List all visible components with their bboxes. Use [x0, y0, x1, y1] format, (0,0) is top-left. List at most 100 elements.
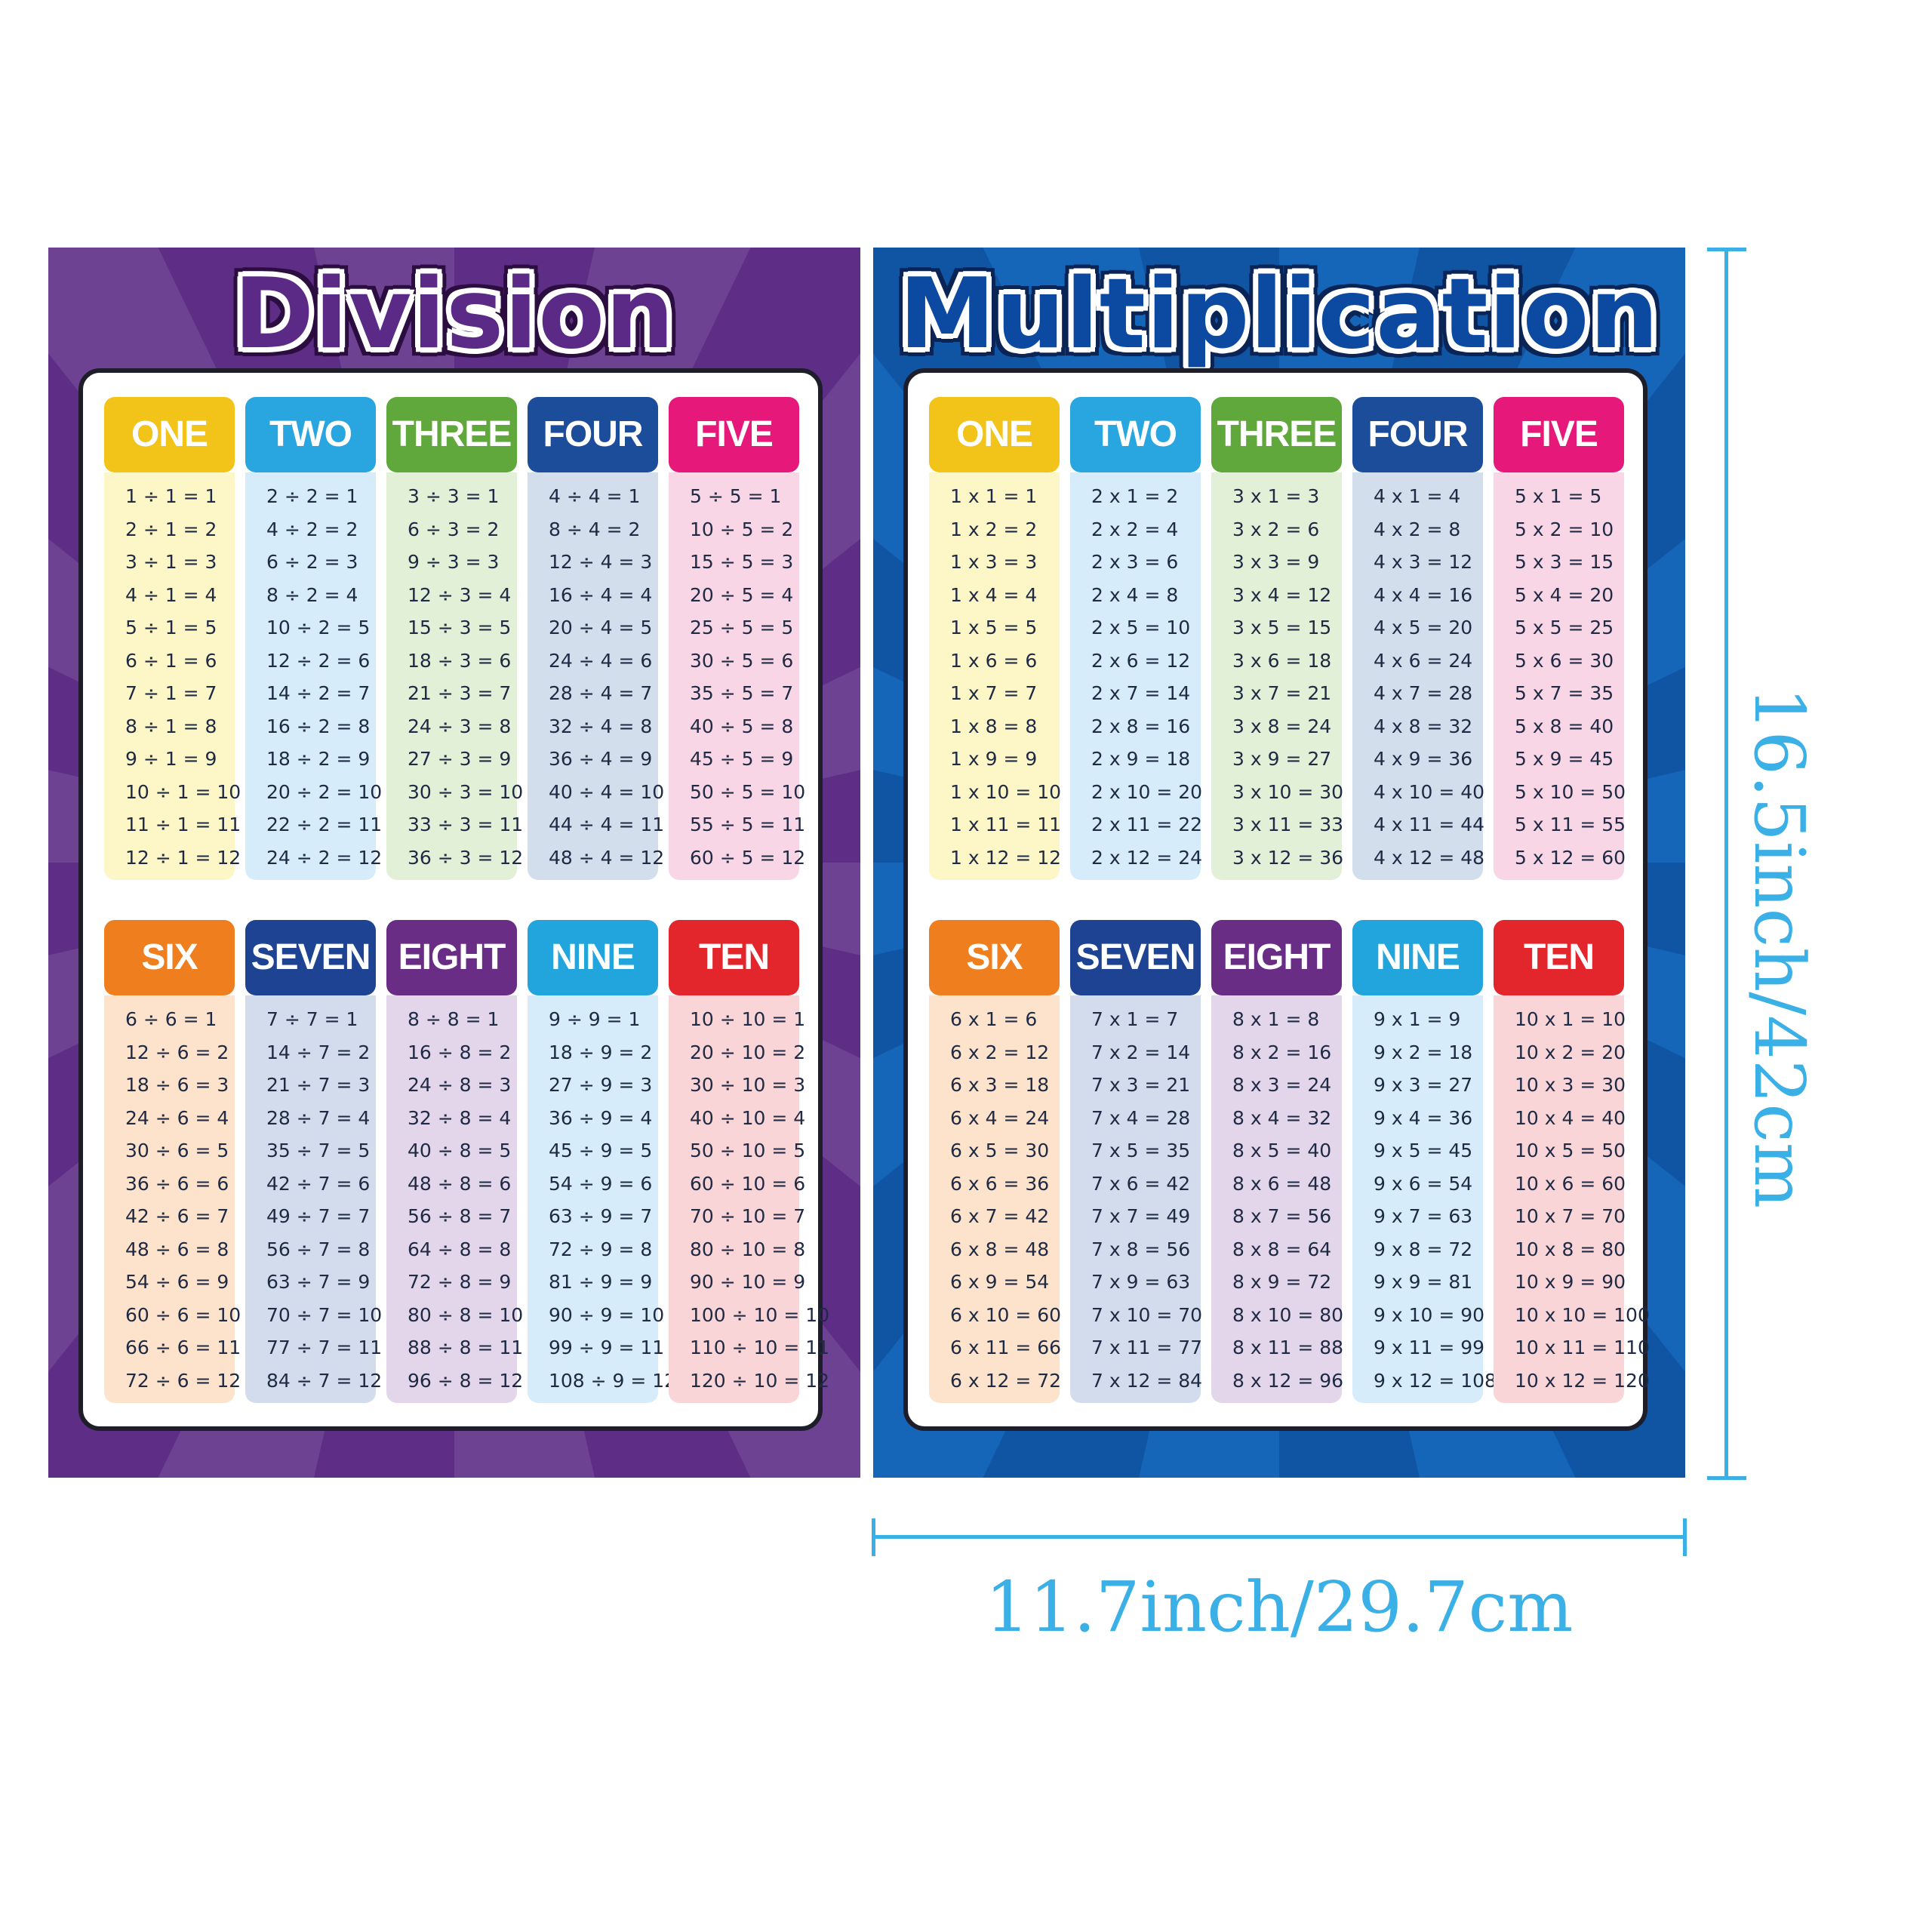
fact-row: 3 x 2 = 6	[1232, 518, 1320, 540]
column-body: 3 ÷ 3 = 1 6 ÷ 3 = 2 9 ÷ 3 = 3 12 ÷ 3 = 4 15 …	[386, 472, 524, 880]
fact-row: 72 ÷ 6 = 12	[125, 1369, 242, 1392]
fact-row: 30 ÷ 10 = 3	[690, 1074, 806, 1096]
column-body: 2 x 1 = 2 2 x 2 = 4 2 x 3 = 6 2 x 4 = 8 2 x …	[1070, 472, 1203, 880]
fact-row: 1 x 8 = 8	[950, 715, 1038, 737]
fact-row: 44 ÷ 4 = 11	[549, 814, 665, 835]
fact-row: 4 x 11 = 44	[1374, 814, 1485, 835]
fact-row: 7 x 7 = 49	[1091, 1205, 1191, 1227]
fact-row: 100 ÷ 10 = 10	[690, 1303, 830, 1326]
fact-row: 60 ÷ 6 = 10	[125, 1303, 242, 1326]
fact-row: 32 ÷ 8 = 4	[408, 1106, 512, 1129]
fact-row: 18 ÷ 9 = 2	[549, 1041, 653, 1063]
fact-row: 24 ÷ 2 = 12	[266, 846, 383, 869]
fact-row: 8 x 2 = 16	[1232, 1041, 1332, 1063]
fact-row: 60 ÷ 10 = 6	[690, 1172, 806, 1195]
fact-row: 20 ÷ 4 = 5	[549, 617, 653, 638]
fact-row: 15 ÷ 5 = 3	[690, 551, 794, 573]
column-body: 4 ÷ 4 = 1 8 ÷ 4 = 2 12 ÷ 4 = 3 16 ÷ 4 = 4 20…	[528, 472, 665, 880]
fact-row: 6 ÷ 1 = 6	[125, 649, 217, 672]
fact-row: 4 x 5 = 20	[1374, 617, 1473, 638]
fact-row: 8 x 8 = 64	[1232, 1238, 1332, 1260]
fact-row: 5 x 6 = 30	[1515, 649, 1614, 672]
fact-row: 9 x 6 = 54	[1374, 1172, 1473, 1195]
division-table-panel: ONE 1 ÷ 1 = 1 2 ÷ 1 = 2 3 ÷ 1 = 3 4 ÷ 1 = 4 5…	[78, 368, 830, 1431]
multiplication-column-five: FIVE 5 x 1 = 5 5 x 2 = 10 5 x 3 = 15 5 x 4 =…	[1494, 397, 1626, 880]
fact-row: 8 ÷ 2 = 4	[266, 583, 358, 606]
fact-row: 11 ÷ 1 = 11	[125, 814, 242, 835]
fact-row: 2 x 10 = 20	[1091, 780, 1203, 803]
fact-row: 4 x 9 = 36	[1374, 748, 1473, 770]
fact-row: 6 ÷ 6 = 1	[125, 1008, 217, 1030]
fact-row: 40 ÷ 4 = 10	[549, 780, 665, 803]
fact-row: 10 ÷ 2 = 5	[266, 617, 371, 638]
multiplication-column-four: FOUR 4 x 1 = 4 4 x 2 = 8 4 x 3 = 12 4 x 4 = …	[1352, 397, 1485, 880]
fact-row: 24 ÷ 6 = 4	[125, 1106, 229, 1129]
fact-row: 48 ÷ 4 = 12	[549, 846, 665, 869]
fact-row: 1 x 6 = 6	[950, 649, 1038, 672]
fact-row: 12 ÷ 2 = 6	[266, 649, 371, 672]
fact-row: 99 ÷ 9 = 11	[549, 1337, 665, 1358]
column-header: EIGHT	[386, 920, 517, 995]
fact-row: 1 x 1 = 1	[950, 485, 1038, 507]
fact-row: 32 ÷ 4 = 8	[549, 715, 653, 737]
fact-row: 60 ÷ 5 = 12	[690, 846, 806, 869]
fact-row: 20 ÷ 2 = 10	[266, 780, 383, 803]
column-body: 8 ÷ 8 = 1 16 ÷ 8 = 2 24 ÷ 8 = 3 32 ÷ 8 = 4 4…	[386, 995, 523, 1403]
fact-row: 5 x 5 = 25	[1515, 617, 1614, 638]
fact-row: 5 x 8 = 40	[1515, 715, 1614, 737]
fact-row: 56 ÷ 7 = 8	[266, 1238, 371, 1260]
column-header: FIVE	[1494, 397, 1624, 472]
fact-row: 2 x 3 = 6	[1091, 551, 1179, 573]
fact-row: 5 x 4 = 20	[1515, 583, 1614, 606]
fact-row: 63 ÷ 7 = 9	[266, 1271, 371, 1293]
fact-row: 4 x 4 = 16	[1374, 583, 1473, 606]
column-body: 3 x 1 = 3 3 x 2 = 6 3 x 3 = 9 3 x 4 = 12 3 x…	[1211, 472, 1344, 880]
fact-row: 8 ÷ 8 = 1	[408, 1008, 500, 1030]
fact-row: 27 ÷ 9 = 3	[549, 1074, 653, 1096]
fact-row: 108 ÷ 9 = 12	[549, 1369, 677, 1392]
multiplication-title: Multiplication	[899, 258, 1660, 371]
fact-row: 2 x 8 = 16	[1091, 715, 1191, 737]
fact-row: 4 x 3 = 12	[1374, 551, 1473, 573]
fact-row: 8 x 11 = 88	[1232, 1337, 1344, 1358]
fact-row: 6 x 10 = 60	[950, 1303, 1062, 1326]
column-body: 9 x 1 = 9 9 x 2 = 18 9 x 3 = 27 9 x 4 = 36 9…	[1352, 995, 1497, 1403]
fact-row: 36 ÷ 9 = 4	[549, 1106, 653, 1129]
fact-row: 9 x 2 = 18	[1374, 1041, 1473, 1063]
fact-row: 3 x 11 = 33	[1232, 814, 1344, 835]
fact-row: 9 x 1 = 9	[1374, 1008, 1461, 1030]
division-column-seven: SEVEN 7 ÷ 7 = 1 14 ÷ 7 = 2 21 ÷ 7 = 3 28 ÷ 7…	[245, 920, 382, 1403]
fact-row: 14 ÷ 7 = 2	[266, 1041, 371, 1063]
fact-row: 54 ÷ 9 = 6	[549, 1172, 653, 1195]
fact-row: 16 ÷ 8 = 2	[408, 1041, 512, 1063]
fact-row: 2 x 4 = 8	[1091, 583, 1179, 606]
fact-row: 35 ÷ 5 = 7	[690, 682, 794, 704]
fact-row: 6 x 2 = 12	[950, 1041, 1050, 1063]
multiplication-column-three: THREE 3 x 1 = 3 3 x 2 = 6 3 x 3 = 9 3 x 4 = …	[1211, 397, 1344, 880]
fact-row: 2 x 11 = 22	[1091, 814, 1203, 835]
fact-row: 2 x 2 = 4	[1091, 518, 1179, 540]
fact-row: 3 x 3 = 9	[1232, 551, 1320, 573]
fact-row: 10 x 12 = 120	[1515, 1369, 1650, 1392]
fact-row: 5 ÷ 1 = 5	[125, 617, 217, 638]
fact-row: 5 x 7 = 35	[1515, 682, 1614, 704]
division-table-grid: ONE 1 ÷ 1 = 1 2 ÷ 1 = 2 3 ÷ 1 = 3 4 ÷ 1 = 4 5…	[83, 373, 830, 1426]
fact-row: 24 ÷ 8 = 3	[408, 1074, 512, 1096]
fact-row: 45 ÷ 9 = 5	[549, 1140, 653, 1161]
height-dimension-label: 16.5inch/42cm	[1739, 687, 1820, 1209]
fact-row: 3 x 5 = 15	[1232, 617, 1332, 638]
column-header: TEN	[669, 920, 799, 995]
fact-row: 6 x 6 = 36	[950, 1172, 1050, 1195]
fact-row: 8 ÷ 1 = 8	[125, 715, 217, 737]
column-body: 8 x 1 = 8 8 x 2 = 16 8 x 3 = 24 8 x 4 = 32 8…	[1211, 995, 1344, 1403]
multiplication-column-nine: NINE 9 x 1 = 9 9 x 2 = 18 9 x 3 = 27 9 x 4 =…	[1352, 920, 1497, 1403]
fact-row: 30 ÷ 3 = 10	[408, 780, 524, 803]
fact-row: 42 ÷ 6 = 7	[125, 1205, 229, 1227]
fact-row: 10 x 3 = 30	[1515, 1074, 1626, 1096]
fact-row: 6 x 8 = 48	[950, 1238, 1050, 1260]
fact-row: 12 ÷ 6 = 2	[125, 1041, 229, 1063]
fact-row: 6 x 3 = 18	[950, 1074, 1050, 1096]
division-column-one: ONE 1 ÷ 1 = 1 2 ÷ 1 = 2 3 ÷ 1 = 3 4 ÷ 1 = 4 5…	[104, 397, 242, 880]
fact-row: 5 x 11 = 55	[1515, 814, 1626, 835]
